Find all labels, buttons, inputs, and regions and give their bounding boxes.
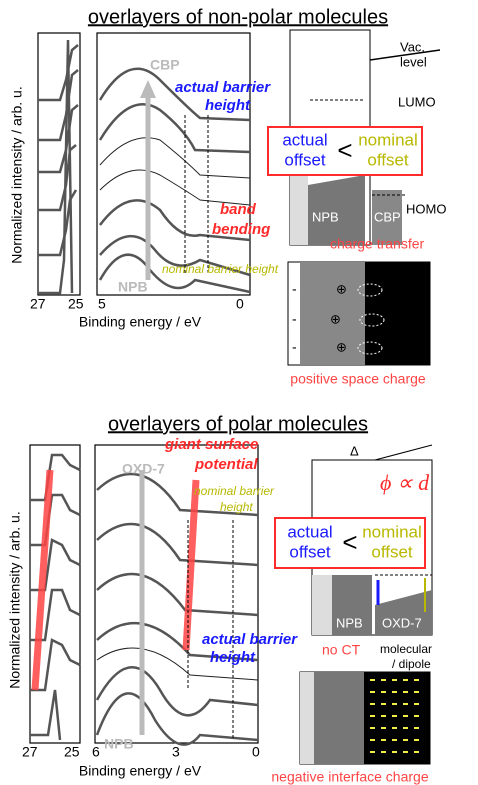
y-label: Normalized intensity / arb. u. (7, 511, 23, 688)
title: overlayers of non-polar molecules (88, 6, 388, 28)
label: offset (367, 150, 409, 169)
label: nominal (362, 522, 422, 541)
tick-label: 0 (252, 744, 260, 760)
annotation: actual barrier (202, 631, 298, 648)
label: LUMO (398, 94, 436, 109)
annotation: bending (212, 221, 270, 238)
annotation: band (220, 201, 257, 218)
label: offset (284, 150, 326, 169)
label: molecular (380, 642, 432, 656)
annotation: height (205, 97, 251, 114)
dipole-diagram (300, 672, 430, 764)
label: NPB (336, 615, 363, 630)
label: charge transfer (330, 236, 424, 252)
label: CBP (374, 209, 401, 224)
label: negative interface charge (271, 769, 428, 785)
film-label: CBP (150, 57, 180, 73)
label: OXD-7 (382, 615, 422, 630)
label: < (342, 527, 357, 557)
x-label: Binding energy / eV (79, 763, 202, 779)
tick-label: 27 (30, 296, 46, 312)
label: actual (282, 130, 327, 149)
tick-label: 5 (98, 296, 106, 312)
label: offset (371, 542, 413, 561)
svg-text:⊕: ⊕ (336, 281, 347, 296)
figure: overlayers of non-polar molecules Normal… (0, 0, 478, 785)
label: ϕ ∝ d (380, 470, 430, 495)
annotation: nominal barrier height (162, 262, 279, 276)
svg-text:-: - (292, 311, 297, 327)
film-label: OXD-7 (122, 461, 165, 477)
label: actual (287, 522, 332, 541)
substrate-label: NPB (118, 279, 148, 295)
label: < (337, 135, 352, 165)
label: Vac. (400, 39, 425, 54)
tick-label: 25 (68, 296, 84, 312)
svg-text:-: - (292, 281, 297, 297)
annotation: nominal barrier (194, 484, 275, 498)
label: no CT (322, 642, 361, 658)
label: NPB (312, 209, 339, 224)
label: / dipole (392, 657, 431, 671)
annotation: potential (194, 456, 258, 473)
label: offset (289, 542, 331, 561)
tick-label: 25 (64, 744, 80, 760)
svg-text:⊕: ⊕ (330, 311, 341, 326)
substrate-label: NPB (104, 736, 134, 752)
svg-text:-: - (292, 339, 297, 355)
tick-label: 27 (22, 744, 38, 760)
svg-text:⊕: ⊕ (336, 339, 347, 354)
title: overlayers of polar molecules (108, 413, 368, 435)
shift-arrow (35, 470, 50, 690)
tick-label: 6 (92, 744, 100, 760)
x-label: Binding energy / eV (79, 314, 202, 330)
spectra (38, 40, 250, 293)
label: positive space charge (290, 371, 426, 387)
charge-diagram: - - - ⊕ ⊕ ⊕ (288, 262, 430, 365)
label: HOMO (406, 201, 446, 216)
label: Δ (350, 443, 359, 458)
y-label: Normalized intensity / arb. u. (9, 86, 25, 263)
annotation: actual barrier (175, 79, 271, 96)
label: nominal (358, 130, 418, 149)
arrowhead (140, 80, 156, 98)
label: level (400, 54, 427, 69)
annotation: height (210, 649, 256, 666)
tick-label: 0 (236, 296, 244, 312)
annotation: giant surface (164, 436, 258, 453)
tick-label: 3 (172, 744, 180, 760)
annotation: height (220, 500, 253, 514)
